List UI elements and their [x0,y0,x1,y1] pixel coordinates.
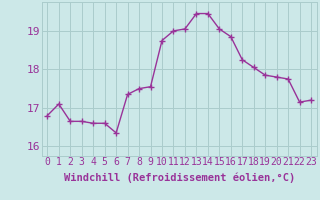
X-axis label: Windchill (Refroidissement éolien,°C): Windchill (Refroidissement éolien,°C) [64,173,295,183]
